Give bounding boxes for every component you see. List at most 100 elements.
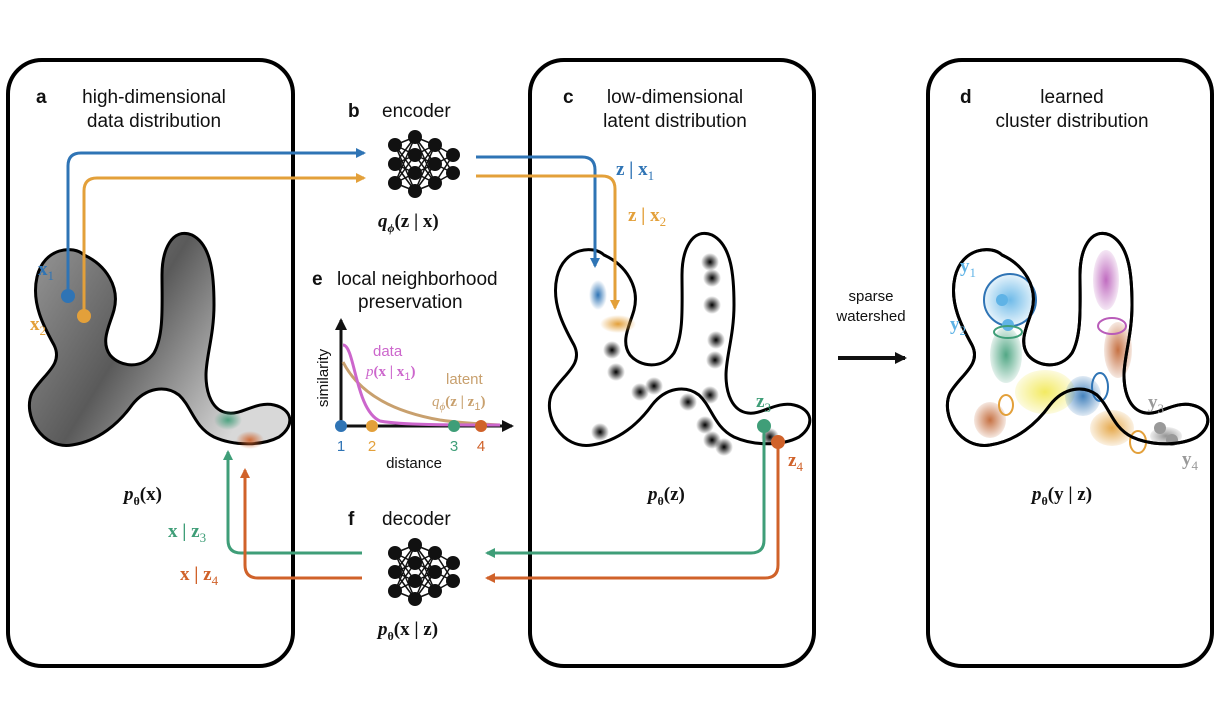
x3-region-blob [214, 410, 242, 430]
latent-series-formula: qϕ(z | z1) [432, 394, 485, 413]
y-axis-label: similarity [315, 348, 332, 407]
network-edge [414, 144, 436, 192]
boundary-ring-1 [993, 325, 1023, 339]
latent-series-name: latent [446, 371, 484, 388]
network-node [388, 546, 402, 560]
network-node [428, 584, 442, 598]
latent-blob [696, 416, 714, 434]
network-node [408, 130, 422, 144]
network-node [408, 574, 422, 588]
y3-point [1154, 422, 1166, 434]
z3-label: z3 [756, 391, 771, 415]
latent-blob [706, 351, 724, 369]
network-node [446, 148, 460, 162]
network-node [388, 157, 402, 171]
cluster-orange-lower [1090, 410, 1134, 446]
network-node [388, 138, 402, 152]
boundary-ring-5 [998, 394, 1014, 416]
tick-point-2 [366, 420, 378, 432]
cluster-regions [974, 250, 1182, 454]
tick-label-1: 1 [337, 438, 345, 455]
tick-label-4: 4 [477, 438, 485, 455]
x-z3-label: x | z3 [168, 521, 206, 545]
z-x2-arrow [476, 174, 620, 310]
network-node [388, 584, 402, 598]
z-x1-label: z | x1 [616, 159, 654, 183]
decoder-formula: pθ(x | z) [376, 619, 438, 643]
latent-blob [701, 253, 719, 271]
cluster-blue [1065, 376, 1101, 416]
x1-encoder-arrow [66, 148, 366, 296]
network-edge [394, 544, 416, 592]
latent-blob [631, 383, 649, 401]
z4-label: z4 [788, 450, 803, 474]
network-node [408, 538, 422, 552]
latent-blob [679, 393, 697, 411]
y1-point [996, 294, 1008, 306]
network-node [408, 148, 422, 162]
encoder-network-icon [388, 130, 460, 198]
tick-point-3 [448, 420, 460, 432]
boundary-ring-2 [1097, 317, 1127, 335]
panel-e-title-line1: local neighborhood [337, 269, 498, 290]
panel-c-frame [528, 58, 816, 668]
latent-blob [707, 331, 725, 349]
panel-d-frame [926, 58, 1214, 668]
panel-c-title-line1: low-dimensional [607, 87, 743, 108]
network-node [428, 546, 442, 560]
latent-blob [703, 296, 721, 314]
tick-label-3: 3 [450, 438, 458, 455]
boundary-ring-3 [1091, 372, 1109, 402]
y4-label: y4 [1182, 449, 1199, 473]
x-axis-label: distance [386, 455, 442, 472]
tick-point-1 [335, 420, 347, 432]
dist-p-theta-y-z: pθ(y | z) [1030, 484, 1092, 508]
tick-label-2: 2 [368, 438, 376, 455]
network-node [408, 184, 422, 198]
panel-a-letter: a [36, 87, 47, 108]
panel-e-title-line2: preservation [358, 292, 463, 313]
cluster-yellow [1015, 370, 1075, 414]
latent-blob [701, 386, 719, 404]
tick-point-4 [475, 420, 487, 432]
network-edge [414, 552, 436, 600]
x1-point [61, 289, 75, 303]
latent-blob [645, 377, 663, 395]
y3-label: y3 [1148, 392, 1164, 416]
z3-decoder-arrow [485, 426, 766, 558]
network-node [408, 556, 422, 570]
x-z4-decoder-arrow [240, 468, 362, 580]
panel-c-letter: c [563, 87, 574, 108]
network-node [446, 574, 460, 588]
network-edge [394, 136, 416, 184]
dist-p-theta-x: pθ(x) [122, 484, 162, 508]
panel-d-letter: d [960, 87, 972, 108]
network-node [428, 138, 442, 152]
decoder-network-icon [388, 538, 460, 606]
latent-blob [603, 341, 621, 359]
network-node [408, 166, 422, 180]
network-node [388, 176, 402, 190]
z-x1-arrow [476, 155, 600, 268]
panel-a-title-line2: data distribution [87, 111, 221, 132]
panel-a-frame [6, 58, 295, 668]
network-node [446, 166, 460, 180]
network-node [428, 157, 442, 171]
sparse-watershed-line2: watershed [835, 308, 905, 325]
latent-blob [715, 438, 733, 456]
x-z3-decoder-arrow [223, 450, 362, 555]
data-series-formula: p(x | x1) [365, 364, 415, 383]
latent-blob [703, 269, 721, 287]
panel-a-title-line1: high-dimensional [82, 87, 226, 108]
panel-f-letter: f [348, 509, 355, 530]
network-node [428, 176, 442, 190]
x-z4-label: x | z4 [180, 564, 219, 588]
dist-p-theta-z: pθ(z) [646, 484, 685, 508]
z3-point [757, 419, 771, 433]
z4-decoder-arrow [485, 442, 780, 583]
z4-point [771, 435, 785, 449]
cluster-pink [1093, 250, 1119, 310]
network-node [446, 556, 460, 570]
panel-b-letter: b [348, 101, 360, 122]
